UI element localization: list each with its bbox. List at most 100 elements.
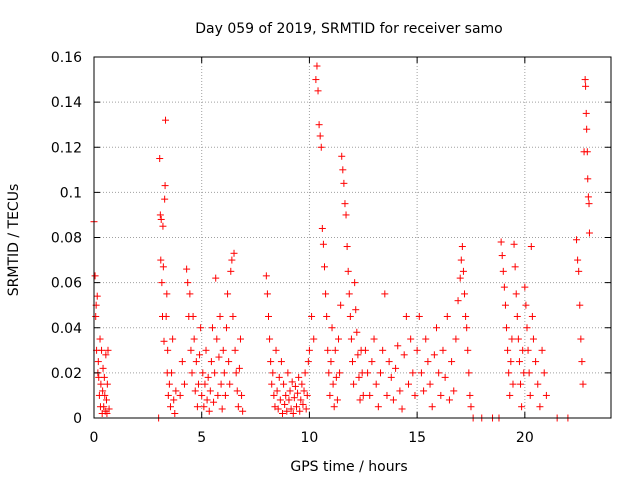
data-point: [300, 387, 308, 395]
data-point: [304, 358, 312, 366]
data-point: [504, 346, 512, 354]
data-point: [190, 335, 198, 343]
data-point: [296, 407, 304, 415]
data-point: [196, 351, 204, 359]
data-point: [461, 290, 469, 298]
data-point: [370, 335, 378, 343]
data-point: [102, 351, 110, 359]
data-point: [159, 222, 167, 230]
data-point: [276, 396, 284, 404]
data-point: [433, 324, 441, 332]
data-point: [457, 256, 465, 264]
data-point: [272, 346, 280, 354]
data-point: [346, 312, 354, 320]
data-point: [274, 405, 282, 413]
data-point: [513, 312, 521, 320]
data-point: [445, 396, 453, 404]
data-point: [329, 380, 337, 388]
data-point: [500, 283, 508, 291]
data-point: [295, 373, 303, 381]
data-point: [282, 391, 290, 399]
data-point: [227, 267, 235, 275]
data-point: [166, 403, 174, 411]
data-point: [443, 312, 451, 320]
data-point: [289, 409, 297, 417]
data-point: [405, 380, 413, 388]
data-point: [575, 267, 583, 275]
data-point: [229, 312, 237, 320]
data-point: [232, 369, 240, 377]
data-point: [164, 346, 172, 354]
data-point: [361, 346, 369, 354]
data-point: [164, 391, 172, 399]
data-point: [172, 387, 180, 395]
data-point: [528, 312, 536, 320]
y-tick-label: 0.12: [51, 140, 82, 156]
data-point: [338, 152, 346, 160]
data-point: [286, 387, 294, 395]
data-point: [96, 335, 104, 343]
data-point: [323, 312, 331, 320]
data-points: [90, 62, 593, 422]
data-point: [318, 224, 326, 232]
data-point: [186, 290, 194, 298]
data-point: [277, 358, 285, 366]
data-point: [161, 182, 169, 190]
data-point: [352, 306, 360, 314]
data-point: [188, 369, 196, 377]
data-point: [205, 407, 213, 415]
data-point: [191, 387, 199, 395]
data-point: [221, 391, 229, 399]
data-point: [517, 380, 525, 388]
data-point: [99, 387, 107, 395]
data-point: [343, 243, 351, 251]
data-point: [236, 335, 244, 343]
data-point: [198, 391, 206, 399]
data-point: [353, 328, 361, 336]
data-point: [337, 301, 345, 309]
data-point: [336, 369, 344, 377]
data-point: [411, 391, 419, 399]
data-point: [98, 346, 106, 354]
data-point: [297, 396, 305, 404]
y-tick-label: 0.1: [60, 185, 82, 201]
data-point: [526, 391, 534, 399]
data-point: [407, 335, 415, 343]
data-point: [320, 263, 328, 271]
data-point: [170, 396, 178, 404]
data-point: [428, 403, 436, 411]
data-point: [518, 403, 526, 411]
data-point: [165, 380, 173, 388]
data-point: [538, 346, 546, 354]
data-point: [359, 391, 367, 399]
data-point: [347, 335, 355, 343]
data-point: [465, 369, 473, 377]
data-point: [510, 240, 518, 248]
data-point: [420, 387, 428, 395]
data-point: [536, 403, 544, 411]
data-point: [203, 396, 211, 404]
data-point: [192, 358, 200, 366]
data-point: [417, 369, 425, 377]
data-point: [317, 143, 325, 151]
data-point: [385, 358, 393, 366]
x-tick-label: 20: [516, 430, 534, 446]
data-point: [93, 292, 101, 300]
data-point: [424, 358, 432, 366]
data-point: [322, 290, 330, 298]
data-point: [497, 238, 505, 246]
data-point: [350, 380, 358, 388]
data-point: [283, 407, 291, 415]
data-point: [91, 272, 99, 280]
y-tick-label: 0.06: [51, 276, 82, 292]
data-point: [220, 369, 228, 377]
data-point: [267, 358, 275, 366]
data-point: [211, 369, 219, 377]
data-point: [294, 389, 302, 397]
data-point: [100, 373, 108, 381]
data-point: [208, 324, 216, 332]
data-point: [584, 175, 592, 183]
data-point: [368, 358, 376, 366]
data-point: [310, 335, 318, 343]
